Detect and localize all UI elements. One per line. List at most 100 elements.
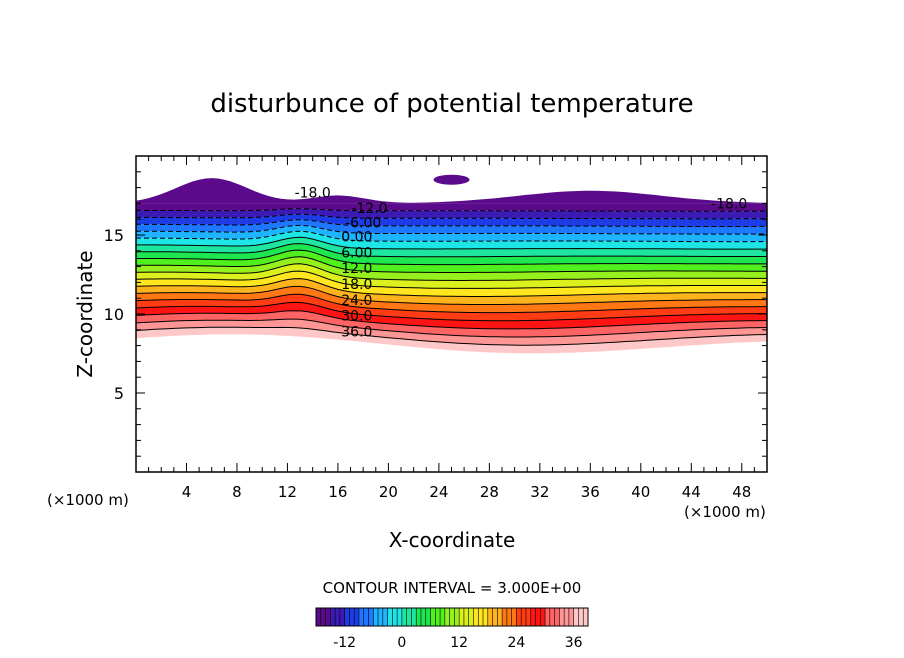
contour-label: 18.0 — [341, 277, 372, 293]
x-tick-label: 16 — [328, 483, 347, 501]
contour-band — [136, 237, 767, 257]
contour-line — [136, 256, 767, 273]
contour-band — [136, 256, 767, 281]
colorbar-cell — [444, 608, 451, 626]
colorbar-cell — [335, 608, 341, 626]
contour-band — [136, 302, 767, 329]
colorbar-cell — [578, 608, 584, 626]
colorbar-cell — [583, 608, 589, 626]
contour-label: -12.0 — [351, 201, 387, 217]
contour-line — [136, 230, 767, 243]
colorbar-cell — [354, 608, 360, 626]
colorbar-cell — [397, 608, 403, 626]
colorbar-cell — [549, 608, 555, 626]
contour-label: 24.0 — [341, 293, 372, 309]
y-unit-label: (×1000 m) — [47, 491, 129, 509]
colorbar-cell — [435, 608, 441, 626]
colorbar-cell — [497, 608, 503, 626]
contour-line — [136, 278, 767, 297]
colorbar-cell — [401, 608, 408, 626]
contour-line — [136, 249, 767, 266]
colorbar-cell — [325, 608, 331, 626]
x-tick-label: 44 — [682, 483, 701, 501]
contour-band — [433, 174, 470, 185]
colorbar-cell — [392, 608, 398, 626]
contour-band — [136, 294, 767, 321]
contour-line — [136, 301, 767, 322]
colorbar-cell — [349, 608, 355, 626]
contour-band — [136, 231, 767, 250]
contour-band — [136, 219, 767, 235]
y-tick-label: 10 — [104, 305, 124, 324]
colorbar-cell — [378, 608, 384, 626]
colorbar-cell — [440, 608, 446, 626]
contour-line — [136, 224, 767, 235]
contour-band — [136, 310, 767, 337]
colorbar-tick-label: 24 — [508, 635, 526, 651]
colorbar-cell — [382, 608, 388, 626]
colorbar-cell — [540, 608, 546, 626]
x-tick-label: 36 — [581, 483, 600, 501]
colorbar-cell — [463, 608, 470, 626]
contour-field — [136, 174, 767, 354]
contour-band — [136, 278, 767, 305]
contour-line — [136, 285, 767, 305]
colorbar-cell — [478, 608, 484, 626]
contour-line — [136, 213, 767, 220]
x-tick-label: 40 — [631, 483, 650, 501]
x-tick-label: 20 — [379, 483, 398, 501]
contour-band — [136, 319, 767, 346]
chart-title: disturbunce of potential temperature — [210, 89, 693, 119]
colorbar-cell — [516, 608, 522, 626]
colorbar-cell — [521, 608, 527, 626]
colorbar-cell — [511, 608, 517, 626]
colorbar-tick-label: 12 — [450, 635, 468, 651]
contour-line — [136, 318, 767, 338]
contour-label: 6.00 — [341, 245, 372, 261]
contour-band — [136, 327, 767, 354]
colorbar-cell — [411, 608, 417, 626]
contour-line — [136, 310, 767, 330]
colorbar-cell — [535, 608, 541, 626]
colorbar-cell — [425, 608, 431, 626]
y-tick-label: 15 — [104, 226, 124, 245]
colorbar-cell — [368, 608, 374, 626]
x-tick-label: 4 — [182, 483, 192, 501]
colorbar-frame — [315, 607, 589, 627]
x-tick-label: 28 — [480, 483, 499, 501]
contour-line — [136, 243, 767, 258]
colorbar-cell — [430, 608, 436, 626]
colorbar-tick-label: -12 — [333, 635, 356, 651]
y-tick-label: 5 — [114, 384, 124, 403]
contour-line — [136, 219, 767, 227]
colorbar-cell — [554, 608, 560, 626]
colorbar-cell — [568, 608, 575, 626]
colorbar: -12 0 12 24 36 — [315, 607, 589, 651]
colorbar-cell — [387, 608, 393, 626]
colorbar-cell — [525, 608, 532, 626]
contour-line — [136, 270, 767, 289]
contour-line — [136, 326, 767, 346]
contour-band — [136, 178, 767, 204]
colorbar-tick-label: 36 — [565, 635, 583, 651]
contour-band — [136, 286, 767, 313]
contour-band — [136, 271, 767, 297]
contour-line — [136, 263, 767, 281]
x-tick-label: 8 — [232, 483, 242, 501]
contour-label: -6.00 — [345, 215, 381, 231]
contour-interval-text: CONTOUR INTERVAL = 3.000E+00 — [323, 579, 582, 597]
contour-band — [136, 203, 767, 212]
colorbar-cell — [468, 608, 474, 626]
colorbar-cell — [545, 608, 551, 626]
contour-label: 0.00 — [341, 230, 372, 246]
contour-line — [136, 293, 767, 314]
colorbar-cell — [492, 608, 498, 626]
colorbar-cell — [339, 608, 346, 626]
colorbar-cell — [358, 608, 365, 626]
y-axis-ticks: 5 10 15 — [104, 171, 767, 457]
contour-band — [136, 214, 767, 227]
colorbar-cell — [459, 608, 465, 626]
contour-band — [136, 250, 767, 273]
colorbar-cell — [483, 608, 489, 626]
